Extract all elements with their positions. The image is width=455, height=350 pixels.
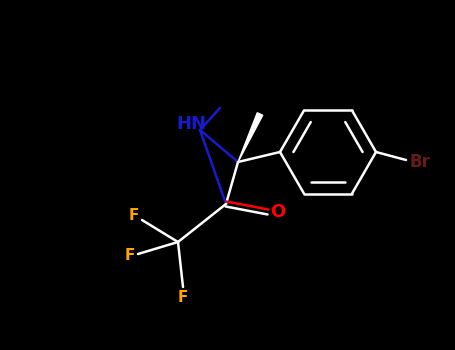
Text: HN: HN <box>176 115 206 133</box>
Text: F: F <box>125 248 135 264</box>
Text: O: O <box>270 203 286 221</box>
Text: Br: Br <box>410 153 430 171</box>
Polygon shape <box>238 113 263 162</box>
Text: F: F <box>129 208 139 223</box>
Text: F: F <box>178 289 188 304</box>
